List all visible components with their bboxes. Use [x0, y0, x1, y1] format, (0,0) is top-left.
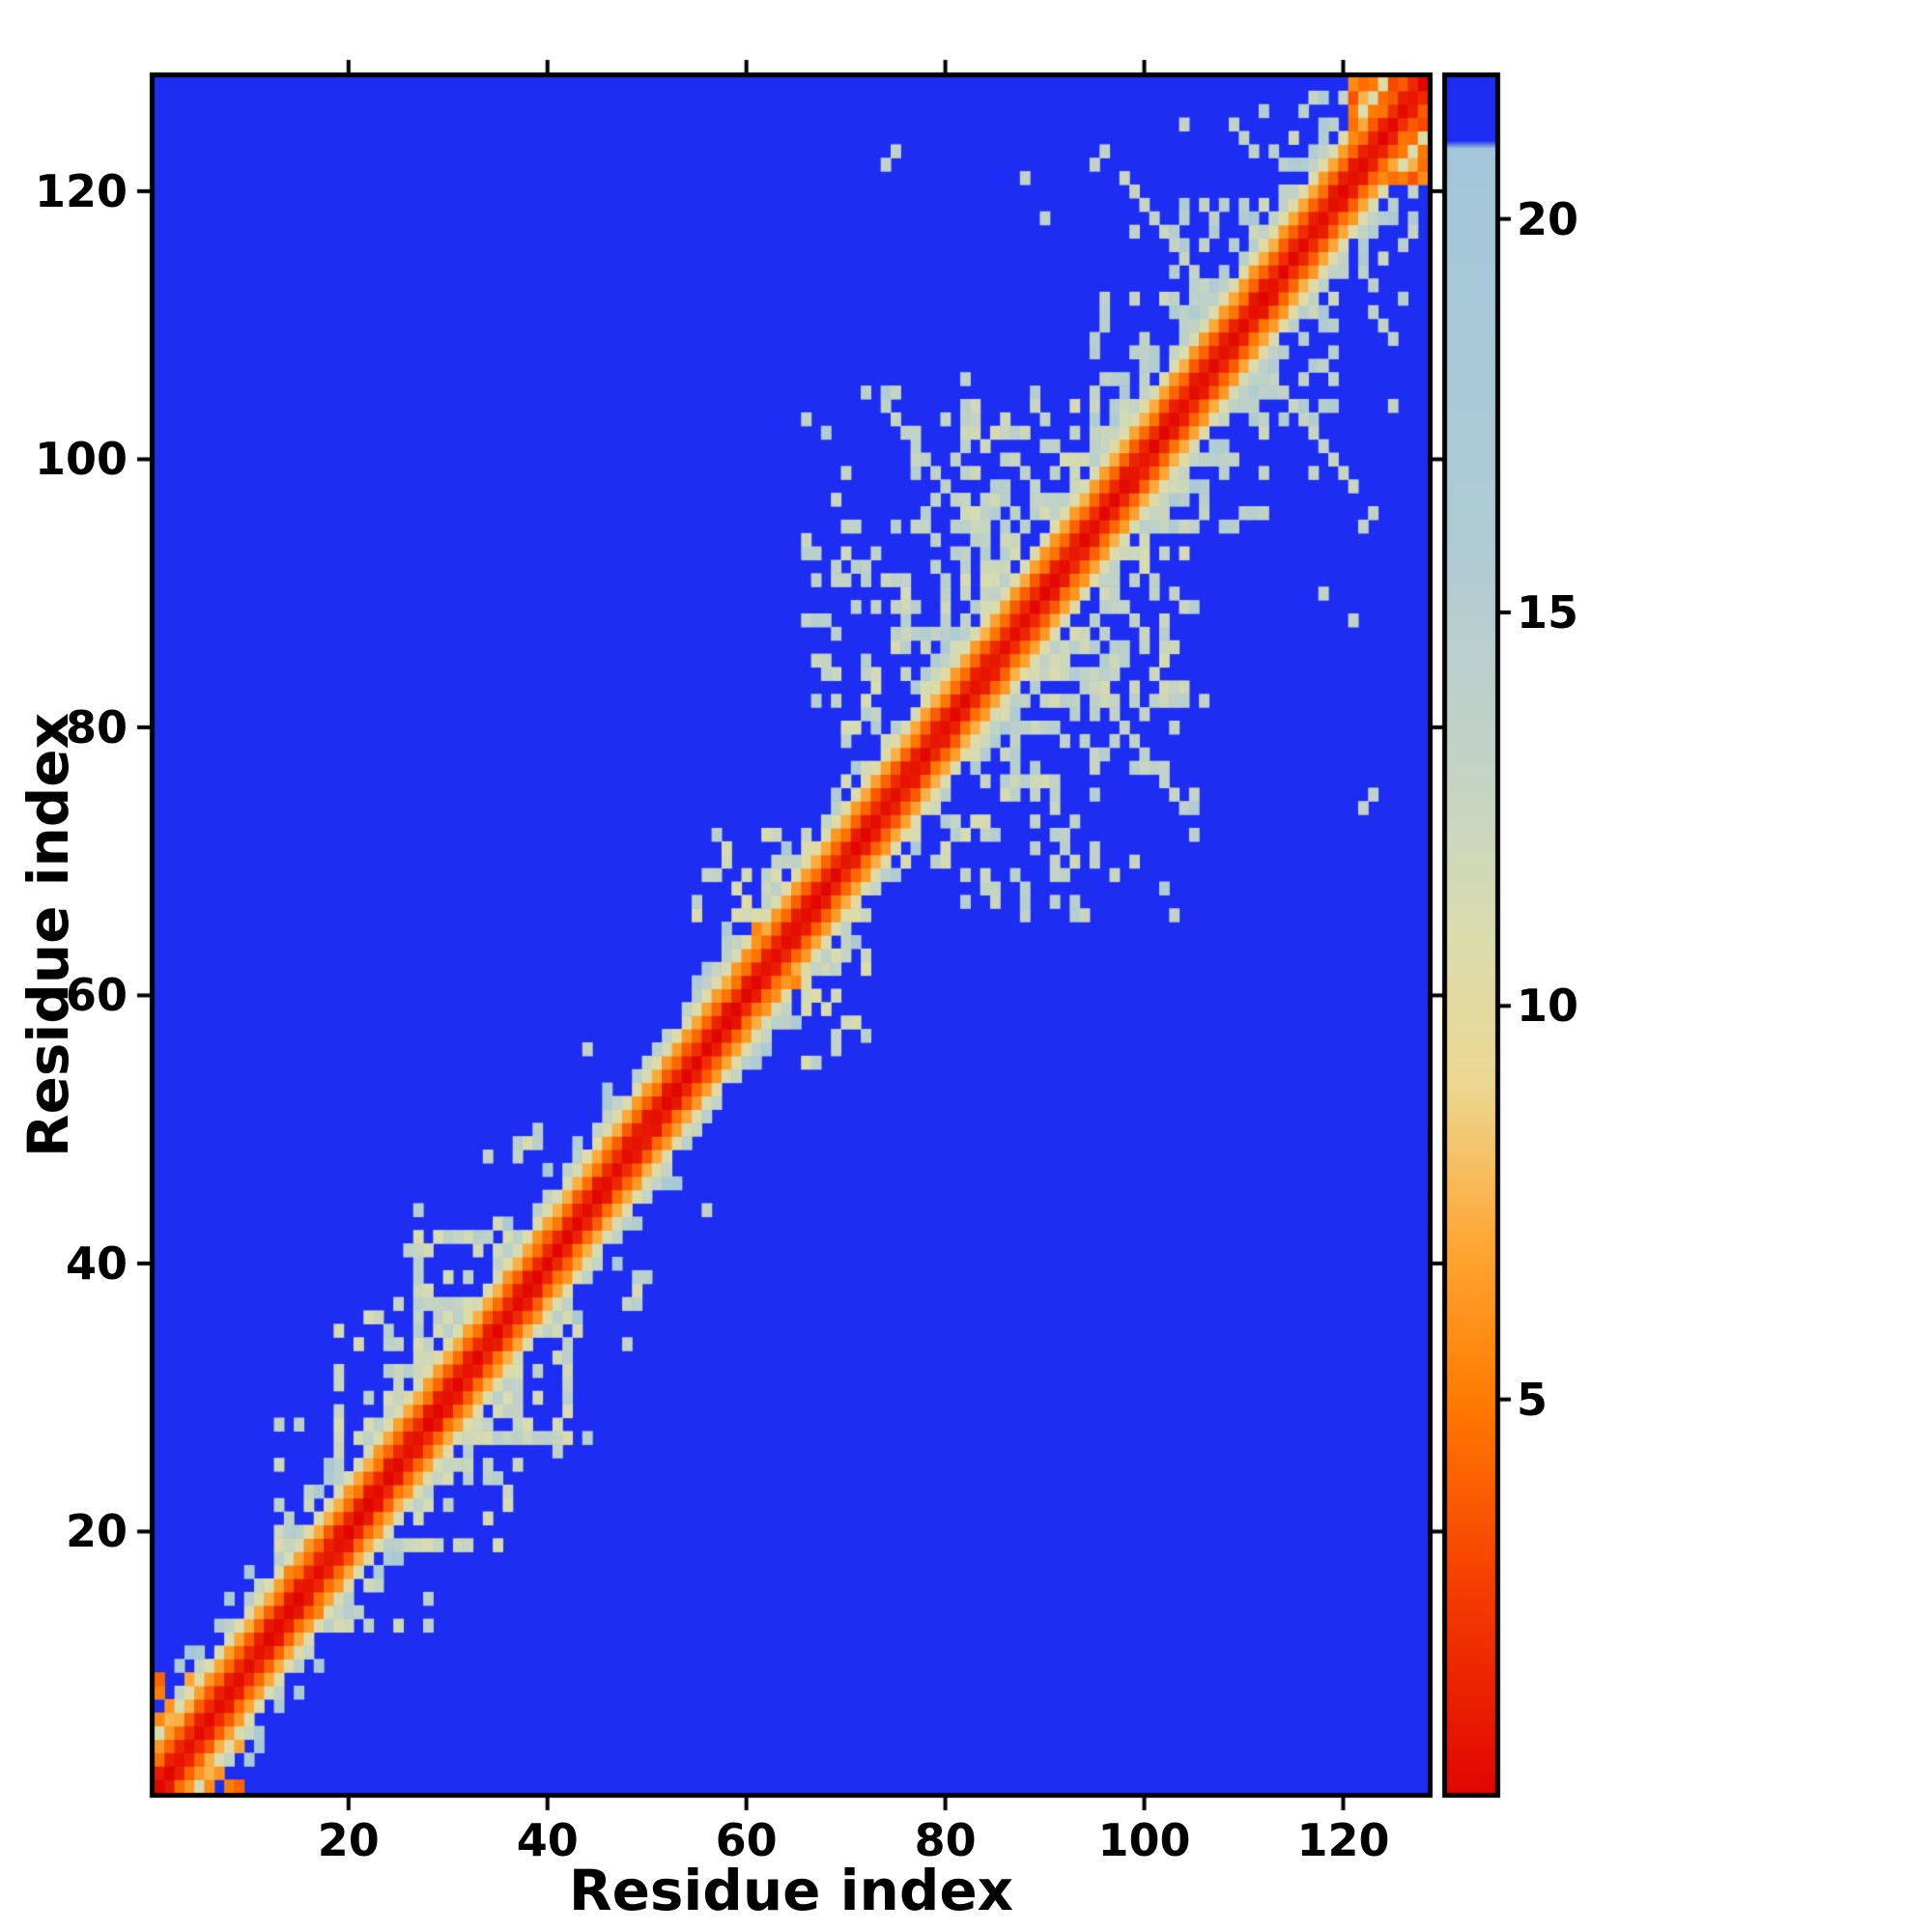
x-tick-label: 60: [715, 1814, 778, 1866]
x-tick-label: 40: [516, 1814, 579, 1866]
x-axis-label: Residue index: [568, 1858, 1014, 1923]
y-tick-label: 100: [34, 433, 128, 486]
y-axis-label: Residue index: [15, 712, 81, 1158]
x-tick-label: 100: [1097, 1814, 1191, 1866]
x-tick-label: 120: [1296, 1814, 1390, 1866]
y-tick-label: 20: [65, 1505, 128, 1558]
colorbar-tick-label: 5: [1517, 1373, 1548, 1426]
y-tick-label: 40: [65, 1236, 128, 1290]
y-tick-label: 60: [65, 969, 128, 1022]
x-tick-label: 20: [317, 1814, 380, 1866]
x-tick-label: 80: [914, 1814, 977, 1866]
colorbar-tick-label: 15: [1517, 585, 1579, 639]
colorbar-tick-label: 20: [1517, 192, 1579, 245]
y-tick-label: 80: [65, 700, 128, 753]
colorbar-tick-label: 10: [1517, 980, 1579, 1033]
y-tick-label: 120: [34, 164, 128, 217]
